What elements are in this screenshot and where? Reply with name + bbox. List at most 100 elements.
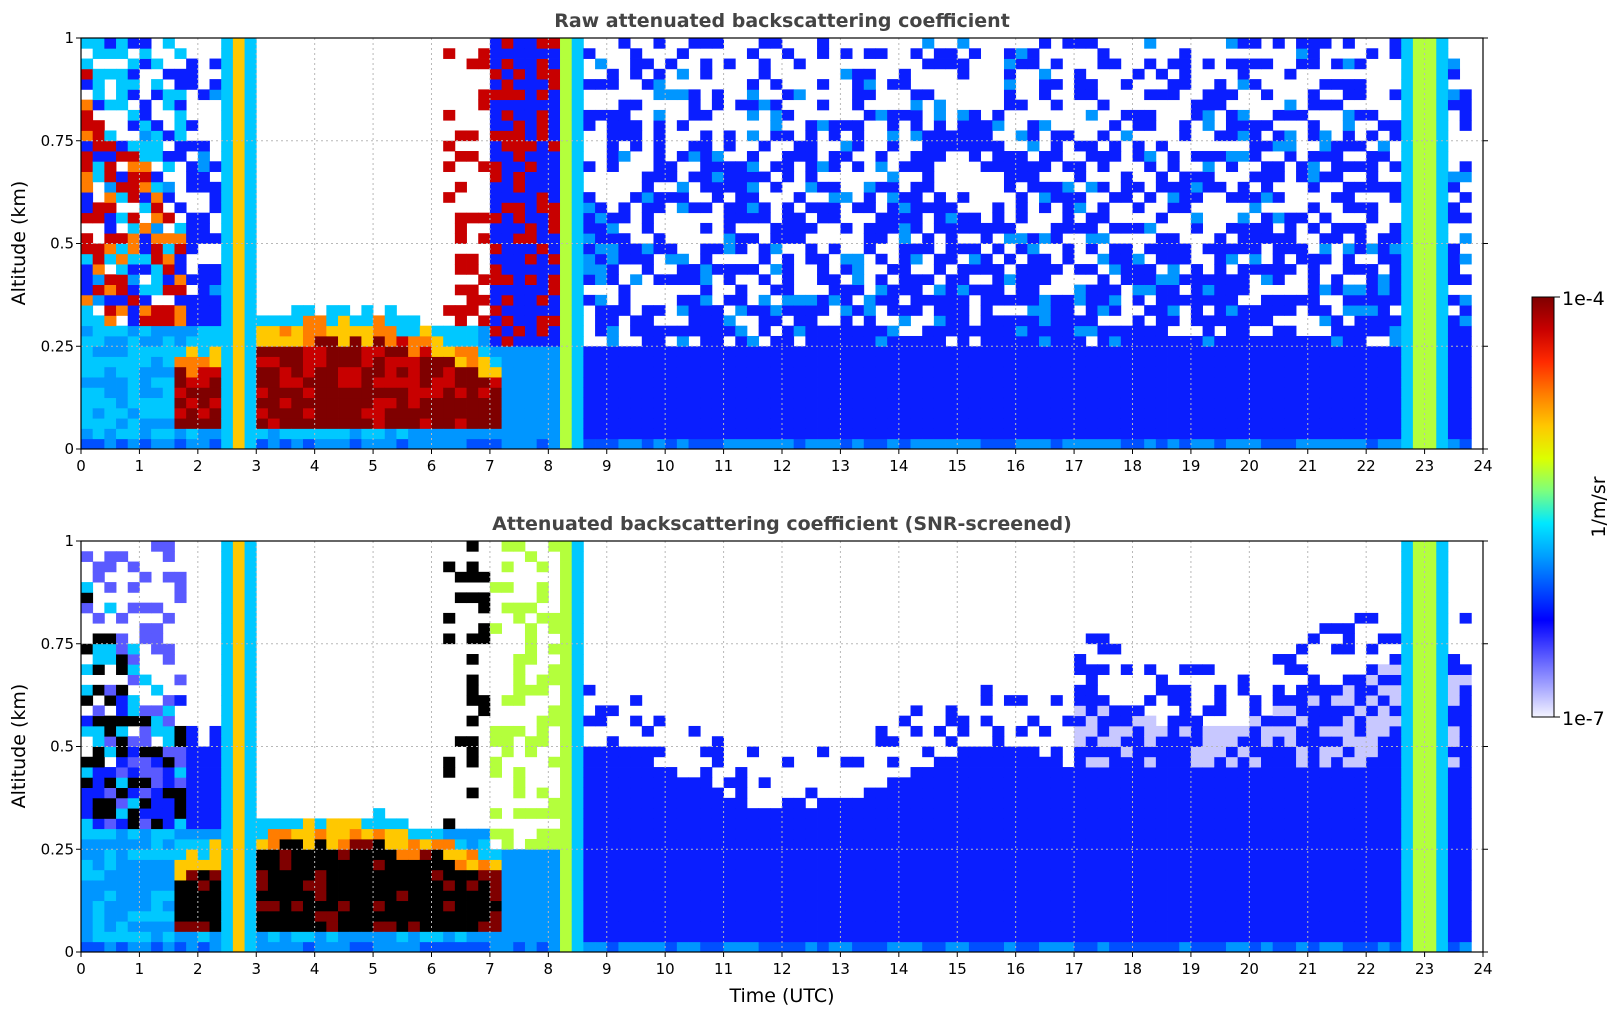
heatmap-cell [817, 438, 830, 450]
heatmap-cell [840, 315, 853, 327]
heatmap-cell [817, 305, 830, 316]
heatmap-cell [910, 438, 923, 450]
heatmap-cell [81, 212, 94, 224]
heatmap-cell [1074, 294, 1087, 306]
heatmap-cell [443, 377, 456, 388]
heatmap-cell [1003, 233, 1017, 244]
heatmap-cell [898, 387, 911, 399]
heatmap-cell [700, 767, 713, 778]
heatmap-cell [653, 407, 666, 419]
heatmap-cell [922, 910, 935, 922]
heatmap-cell [992, 222, 1005, 234]
heatmap-cell [571, 418, 584, 429]
heatmap-cell [957, 756, 970, 768]
heatmap-cell [560, 253, 573, 265]
heatmap-cell [197, 233, 210, 244]
heatmap-cell [513, 130, 526, 142]
heatmap-cell [267, 346, 281, 357]
heatmap-cell [524, 38, 538, 49]
heatmap-cell [560, 243, 573, 255]
heatmap-cell [1436, 418, 1449, 429]
heatmap-cell [536, 48, 549, 59]
heatmap-cell [1459, 346, 1472, 357]
heatmap-cell [875, 880, 888, 891]
heatmap-cell [1132, 377, 1145, 388]
heatmap-cell [980, 377, 993, 388]
heatmap-cell [840, 756, 853, 768]
heatmap-cell [1307, 151, 1320, 162]
heatmap-cell [197, 756, 210, 768]
heatmap-cell [139, 921, 152, 932]
heatmap-cell [560, 643, 573, 655]
heatmap-cell [338, 890, 351, 902]
heatmap-cell [980, 849, 993, 860]
heatmap-cell [1015, 428, 1028, 440]
heatmap-cell [174, 140, 187, 152]
heatmap-cell [536, 38, 549, 49]
heatmap-cell [81, 305, 94, 316]
heatmap-cell [513, 109, 526, 121]
heatmap-cell [232, 838, 245, 850]
heatmap-cell [174, 849, 187, 860]
heatmap-cell [291, 377, 304, 388]
heatmap-cell [1097, 253, 1110, 265]
heatmap-cell [641, 346, 654, 357]
heatmap-cell [139, 777, 152, 789]
heatmap-cell [1447, 438, 1461, 450]
heatmap-cell [116, 356, 129, 368]
heatmap-cell [1109, 222, 1122, 234]
heatmap-cell [746, 212, 760, 224]
heatmap-cell [828, 377, 841, 388]
heatmap-cell [454, 438, 467, 450]
heatmap-cell [945, 130, 958, 142]
heatmap-cell [151, 900, 164, 912]
heatmap-cell [1424, 366, 1437, 378]
heatmap-cell [221, 643, 234, 655]
heatmap-cell [1015, 931, 1028, 943]
heatmap-cell [81, 140, 94, 152]
heatmap-cell [758, 387, 771, 399]
heatmap-cell [1459, 356, 1472, 368]
heatmap-cell [81, 151, 94, 162]
heatmap-cell [1085, 38, 1098, 49]
heatmap-cell [817, 407, 830, 419]
heatmap-cell [887, 797, 900, 809]
x-tick-label: 13 [831, 457, 850, 475]
heatmap-cell [618, 99, 631, 111]
heatmap-cell [139, 910, 152, 922]
heatmap-cell [735, 325, 748, 337]
heatmap-cell [478, 387, 491, 399]
heatmap-cell [560, 910, 573, 922]
heatmap-cell [174, 931, 187, 943]
heatmap-cell [536, 674, 549, 686]
heatmap-cell [746, 818, 760, 830]
heatmap-cell [92, 797, 105, 809]
heatmap-cell [1027, 253, 1040, 265]
heatmap-cell [1015, 921, 1028, 932]
heatmap-cell [770, 305, 783, 316]
heatmap-cell [174, 787, 187, 799]
heatmap-cell [209, 931, 222, 943]
heatmap-cell [1424, 253, 1437, 265]
heatmap-cell [793, 418, 806, 429]
heatmap-cell [1249, 418, 1262, 429]
heatmap-cell [489, 582, 502, 593]
heatmap-cell [1027, 161, 1040, 172]
heatmap-cell [1412, 222, 1425, 234]
heatmap-cell [478, 212, 491, 224]
heatmap-cell [957, 356, 970, 368]
heatmap-cell [1436, 325, 1449, 337]
heatmap-cell [139, 48, 152, 59]
heatmap-cell [1085, 89, 1098, 101]
heatmap-cell [630, 941, 643, 953]
heatmap-cell [1039, 253, 1052, 265]
heatmap-cell [127, 900, 140, 912]
heatmap-cell [875, 222, 888, 234]
heatmap-cell [1296, 38, 1309, 49]
heatmap-cell [1120, 438, 1133, 450]
heatmap-cell [980, 233, 993, 244]
heatmap-cell [1412, 294, 1425, 306]
heatmap-cell [957, 890, 970, 902]
heatmap-cell [1214, 397, 1227, 409]
heatmap-cell [1132, 284, 1145, 296]
